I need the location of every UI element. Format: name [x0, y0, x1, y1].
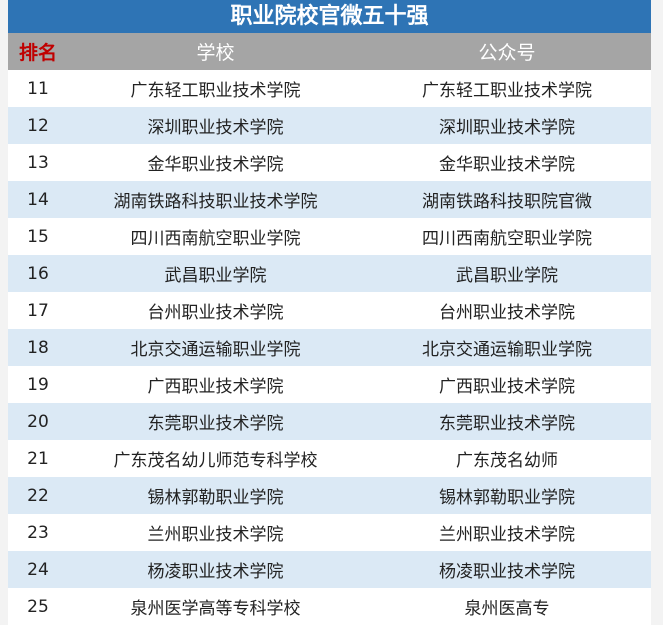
school-cell: 东莞职业技术学院 — [147, 414, 284, 434]
table-row: 15 四川西南航空职业学院 四川西南航空职业学院 — [8, 218, 651, 255]
rank-cell: 16 — [27, 263, 49, 284]
school-cell: 广东轻工职业技术学院 — [130, 81, 301, 101]
table-row: 22 锡林郭勒职业学院 锡林郭勒职业学院 — [8, 477, 651, 514]
school-cell: 台州职业技术学院 — [147, 303, 284, 323]
ranking-table: 职业院校官微五十强 排名 学校 公众号 11 广东轻工职业技术学院 广东轻工职业技术… — [8, 0, 651, 625]
account-cell: 深圳职业技术学院 — [439, 118, 575, 138]
account-cell: 武昌职业学院 — [456, 266, 558, 286]
account-cell: 东莞职业技术学院 — [439, 414, 575, 434]
header-row: 排名 学校 公众号 — [8, 33, 651, 70]
table-row: 20 东莞职业技术学院 东莞职业技术学院 — [8, 403, 651, 440]
account-cell: 锡林郭勒职业学院 — [439, 488, 575, 508]
table-row: 23 兰州职业技术学院 兰州职业技术学院 — [8, 514, 651, 551]
account-cell: 台州职业技术学院 — [439, 303, 575, 323]
rank-cell: 13 — [27, 152, 49, 173]
rank-cell: 24 — [27, 559, 49, 580]
rank-cell: 22 — [27, 485, 49, 506]
account-cell: 广西职业技术学院 — [439, 377, 575, 397]
rank-cell: 12 — [27, 115, 49, 136]
account-cell: 四川西南航空职业学院 — [422, 229, 592, 249]
school-cell: 泉州医学高等专科学校 — [130, 599, 301, 619]
school-cell: 广东茂名幼儿师范专科学校 — [113, 451, 318, 471]
school-cell: 四川西南航空职业学院 — [130, 229, 301, 249]
school-cell: 湖南铁路科技职业技术学院 — [113, 192, 318, 212]
header-school: 学校 — [196, 42, 235, 64]
account-cell: 湖南铁路科技职院官微 — [422, 192, 592, 212]
table-row: 17 台州职业技术学院 台州职业技术学院 — [8, 292, 651, 329]
rank-cell: 11 — [27, 78, 49, 99]
rank-cell: 20 — [27, 411, 49, 432]
rank-cell: 14 — [27, 189, 49, 210]
school-cell: 锡林郭勒职业学院 — [147, 488, 284, 508]
table-title: 职业院校官微五十强 — [8, 0, 651, 33]
table-row: 19 广西职业技术学院 广西职业技术学院 — [8, 366, 651, 403]
account-cell: 北京交通运输职业学院 — [422, 340, 592, 360]
account-cell: 广东茂名幼师 — [456, 451, 558, 471]
account-cell: 杨凌职业技术学院 — [439, 562, 575, 582]
header-account: 公众号 — [478, 42, 536, 64]
rank-cell: 23 — [27, 522, 49, 543]
account-cell: 金华职业技术学院 — [439, 155, 575, 175]
table-row: 18 北京交通运输职业学院 北京交通运输职业学院 — [8, 329, 651, 366]
school-cell: 杨凌职业技术学院 — [147, 562, 284, 582]
table-row: 24 杨凌职业技术学院 杨凌职业技术学院 — [8, 551, 651, 588]
table-row: 13 金华职业技术学院 金华职业技术学院 — [8, 144, 651, 181]
table-body: 11 广东轻工职业技术学院 广东轻工职业技术学院 12 深圳职业技术学院 深圳职业技术学院… — [8, 70, 651, 625]
rank-cell: 21 — [27, 448, 49, 469]
school-cell: 金华职业技术学院 — [147, 155, 284, 175]
school-cell: 深圳职业技术学院 — [147, 118, 284, 138]
rank-cell: 17 — [27, 300, 49, 321]
rank-cell: 19 — [27, 374, 49, 395]
rank-cell: 25 — [27, 596, 49, 617]
table-row: 14 湖南铁路科技职业技术学院 湖南铁路科技职院官微 — [8, 181, 651, 218]
table-row: 21 广东茂名幼儿师范专科学校 广东茂名幼师 — [8, 440, 651, 477]
header-rank: 排名 — [18, 42, 57, 64]
table-row: 16 武昌职业学院 武昌职业学院 — [8, 255, 651, 292]
account-cell: 兰州职业技术学院 — [439, 525, 575, 545]
table-row: 25 泉州医学高等专科学校 泉州医高专 — [8, 588, 651, 625]
school-cell: 兰州职业技术学院 — [147, 525, 284, 545]
rank-cell: 18 — [27, 337, 49, 358]
account-cell: 广东轻工职业技术学院 — [422, 81, 592, 101]
table-row: 11 广东轻工职业技术学院 广东轻工职业技术学院 — [8, 70, 651, 107]
school-cell: 武昌职业学院 — [164, 266, 267, 286]
account-cell: 泉州医高专 — [464, 599, 550, 619]
table-row: 12 深圳职业技术学院 深圳职业技术学院 — [8, 107, 651, 144]
school-cell: 北京交通运输职业学院 — [130, 340, 301, 360]
rank-cell: 15 — [27, 226, 49, 247]
school-cell: 广西职业技术学院 — [147, 377, 284, 397]
